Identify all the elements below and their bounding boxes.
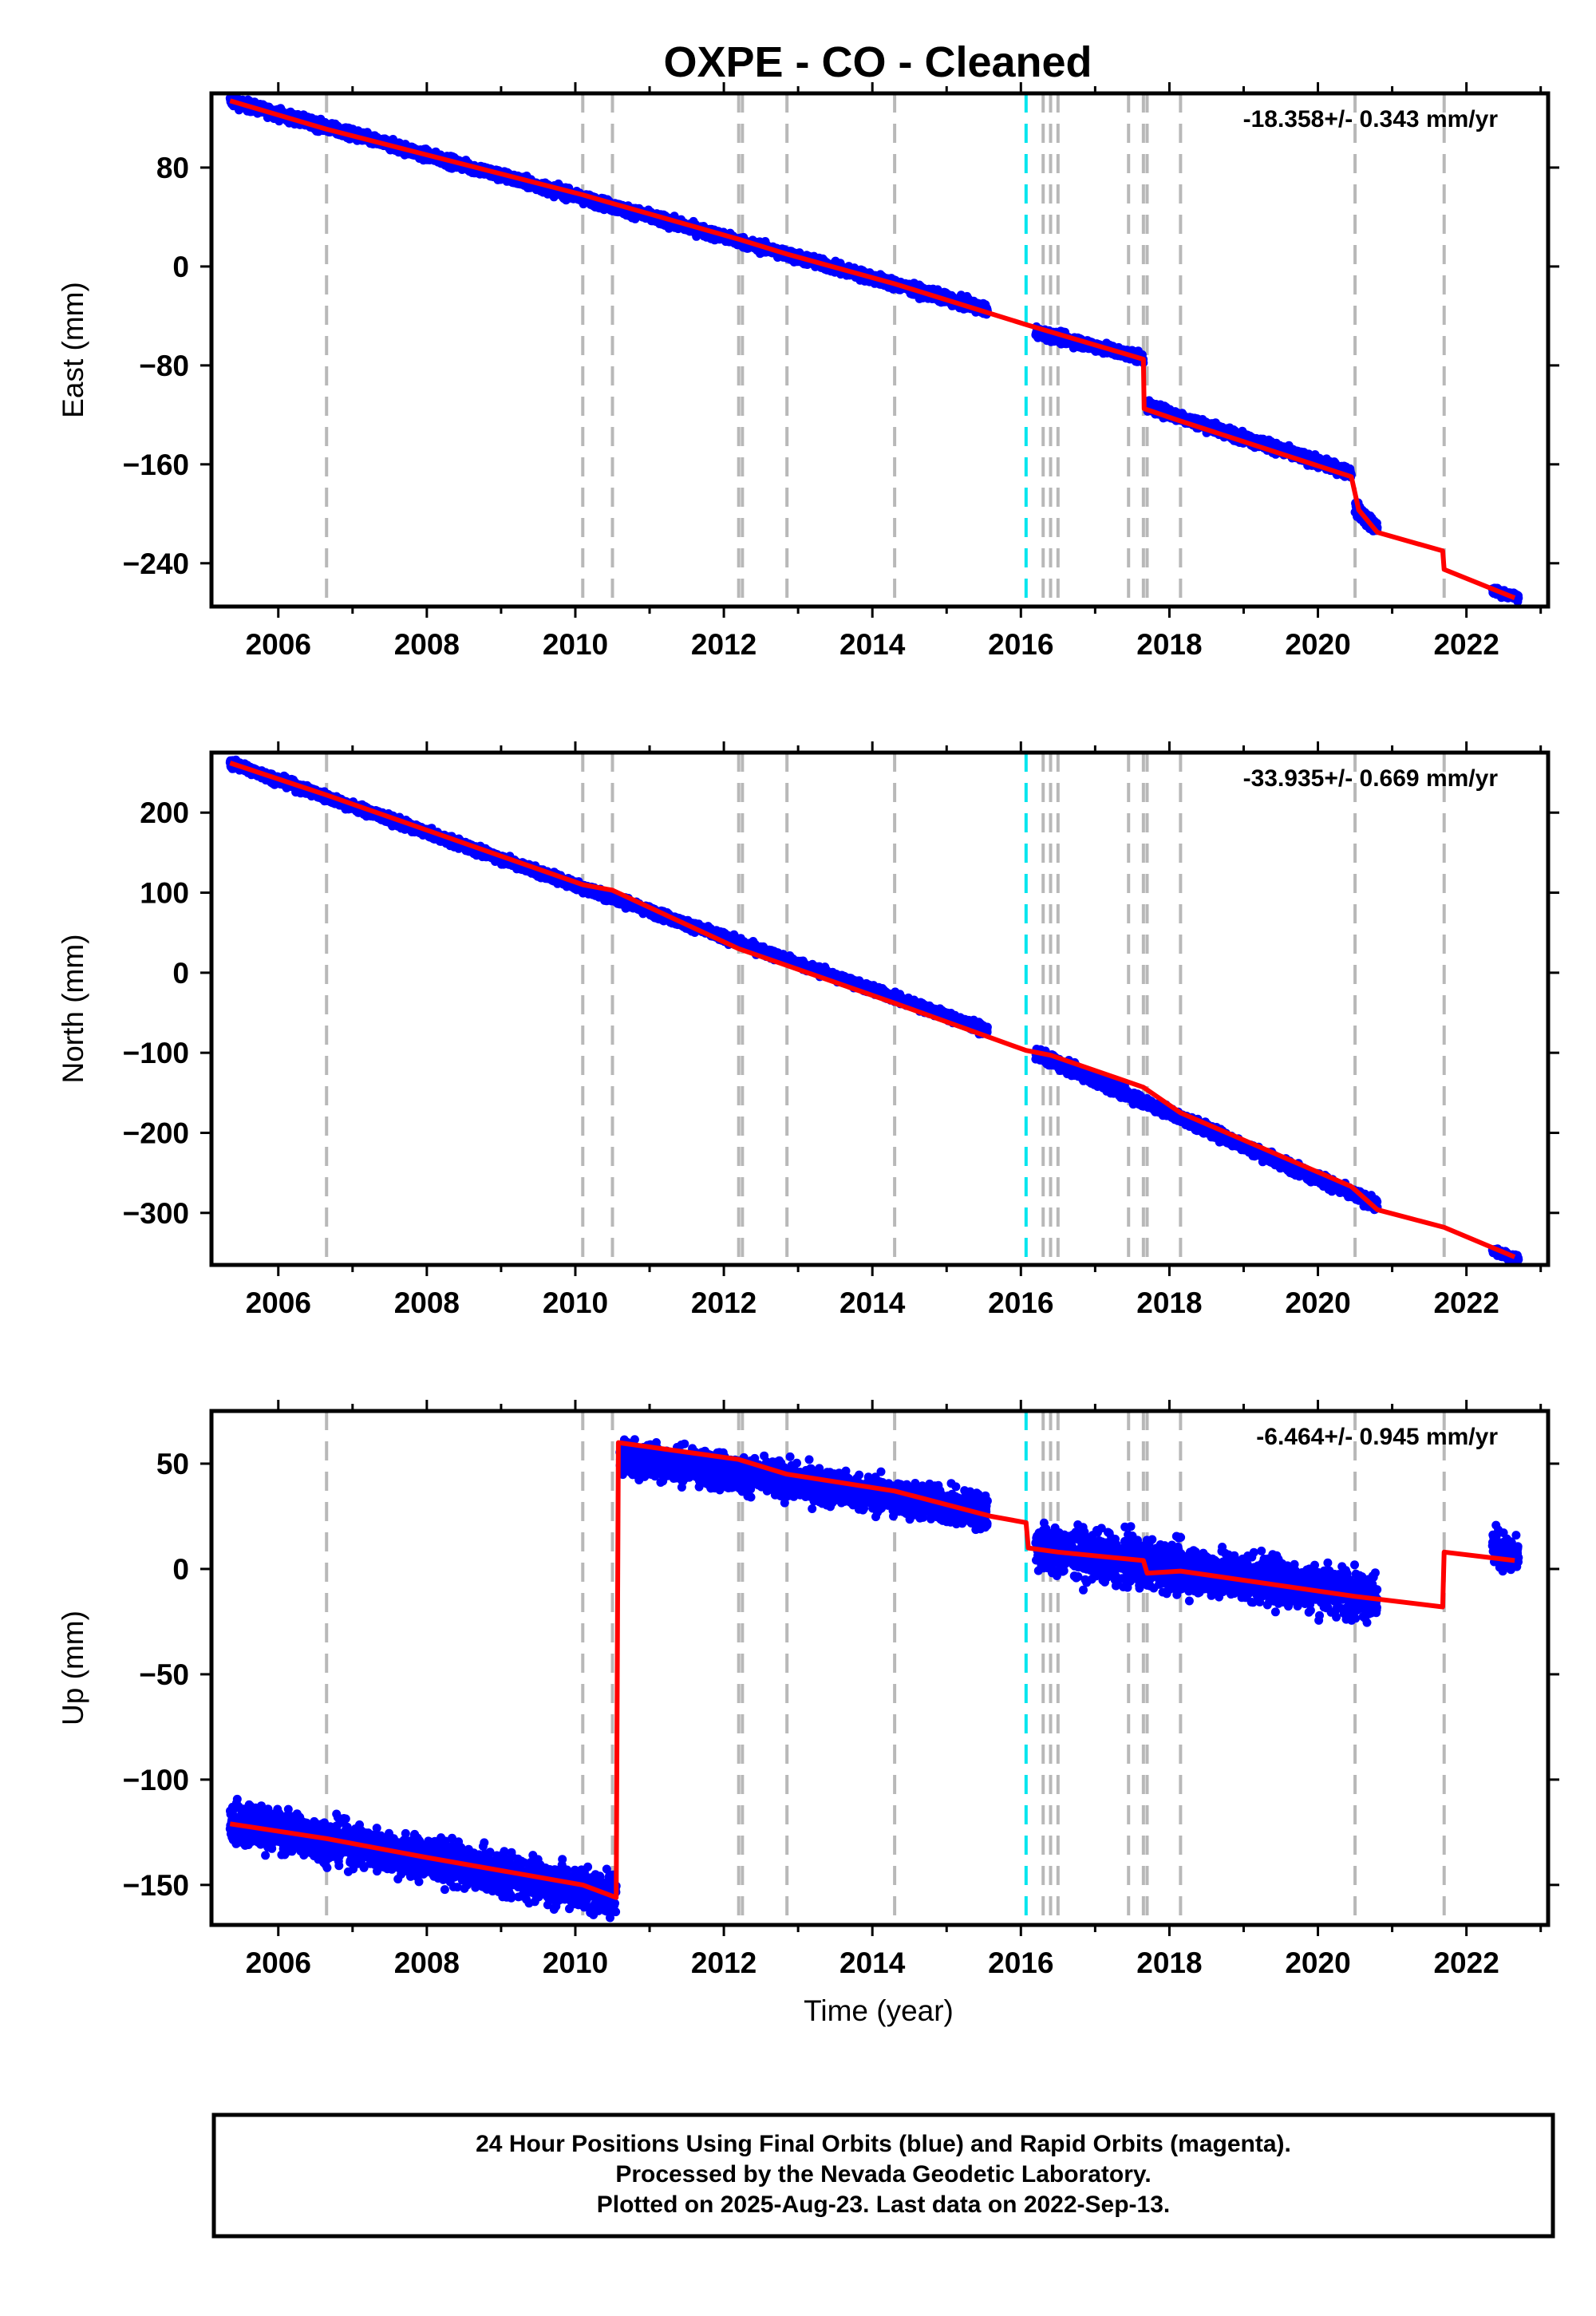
panel-east: 2006 2008 2010 2012 2014 2016 2018 2020 2022800−… [57,82,1559,661]
panel-frame [209,91,1551,609]
data-points [225,93,1523,607]
data-point [1514,593,1523,603]
figure-title: OXPE - CO - Cleaned [663,38,1092,86]
panels: 2006 2008 2010 2012 2014 2016 2018 2020 2022800−… [57,82,1559,1979]
plot-area [225,93,1523,607]
model-line [229,98,1516,600]
